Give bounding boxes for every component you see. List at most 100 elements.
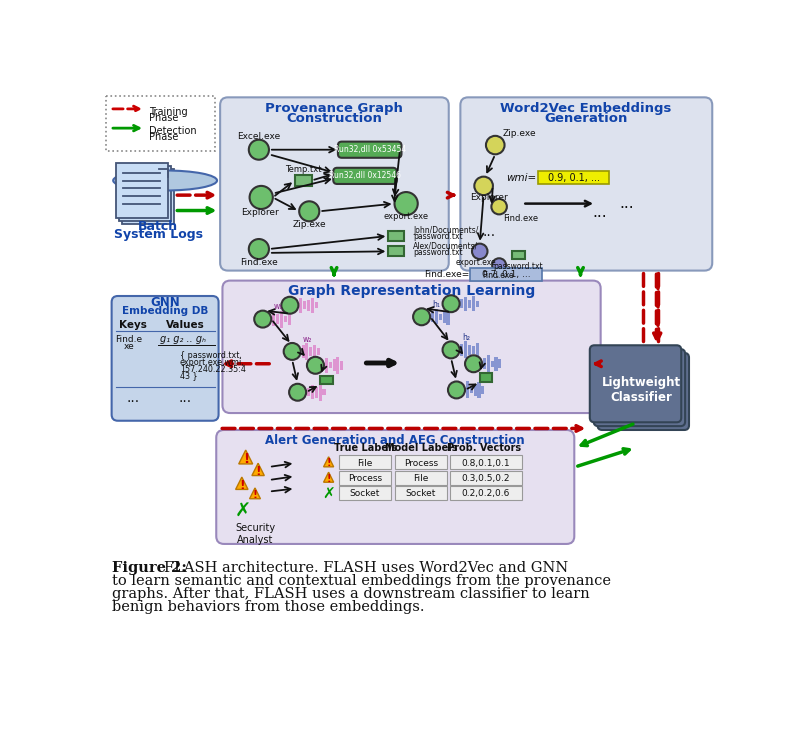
Circle shape bbox=[474, 176, 493, 195]
Bar bbox=[388, 247, 404, 256]
Text: Prob. Vectors: Prob. Vectors bbox=[446, 444, 521, 453]
Circle shape bbox=[486, 136, 505, 155]
Text: ...: ... bbox=[178, 391, 192, 405]
Circle shape bbox=[465, 356, 482, 372]
Bar bbox=[483, 359, 486, 369]
Text: 0.2,0.2,0.6: 0.2,0.2,0.6 bbox=[462, 489, 510, 498]
Text: 0.8,0.1,0.1: 0.8,0.1,0.1 bbox=[462, 459, 510, 468]
Bar bbox=[115, 163, 168, 218]
Bar bbox=[486, 356, 490, 372]
Text: Keys: Keys bbox=[119, 320, 147, 330]
Text: xe: xe bbox=[123, 342, 134, 351]
Text: Excel.exe: Excel.exe bbox=[238, 132, 281, 141]
Text: Security
Analyst: Security Analyst bbox=[235, 523, 275, 545]
Bar bbox=[468, 345, 471, 355]
Text: True Labels: True Labels bbox=[334, 444, 398, 453]
Text: 0.7, 0.1, ...: 0.7, 0.1, ... bbox=[482, 270, 530, 279]
Text: Run32,dll 0x53454: Run32,dll 0x53454 bbox=[334, 145, 406, 154]
Text: g₁ g₂ .. gₕ: g₁ g₂ .. gₕ bbox=[160, 334, 206, 344]
Bar bbox=[431, 311, 434, 322]
Text: ...: ... bbox=[593, 205, 607, 220]
Bar bbox=[314, 302, 318, 309]
FancyBboxPatch shape bbox=[216, 430, 574, 544]
Text: ✗: ✗ bbox=[322, 486, 335, 501]
Bar bbox=[306, 343, 309, 360]
Text: ✗: ✗ bbox=[235, 502, 251, 521]
Bar bbox=[307, 300, 310, 311]
Bar bbox=[482, 386, 485, 394]
Bar bbox=[438, 314, 442, 320]
Bar bbox=[340, 361, 343, 370]
Text: ...: ... bbox=[126, 391, 140, 405]
Bar bbox=[494, 357, 498, 371]
Text: !: ! bbox=[239, 479, 245, 492]
Text: Zip.exe: Zip.exe bbox=[503, 129, 537, 138]
Circle shape bbox=[250, 186, 273, 209]
Bar bbox=[450, 471, 522, 485]
Text: Training: Training bbox=[149, 107, 187, 117]
Text: Detection: Detection bbox=[149, 125, 197, 136]
Bar bbox=[287, 313, 290, 325]
Text: Lightweight
Classifier: Lightweight Classifier bbox=[602, 376, 682, 404]
Circle shape bbox=[284, 343, 301, 360]
Text: !: ! bbox=[255, 465, 261, 478]
Circle shape bbox=[448, 382, 465, 398]
Text: export.exe: export.exe bbox=[383, 212, 429, 221]
Circle shape bbox=[394, 192, 418, 215]
Bar bbox=[276, 314, 279, 323]
FancyBboxPatch shape bbox=[594, 349, 685, 426]
Circle shape bbox=[307, 357, 324, 374]
Bar bbox=[476, 343, 479, 357]
Bar bbox=[442, 311, 446, 323]
Text: export.exe: export.exe bbox=[455, 258, 496, 267]
Text: !: ! bbox=[253, 490, 258, 500]
Bar bbox=[460, 299, 463, 309]
Bar bbox=[435, 309, 438, 324]
Text: Explorer: Explorer bbox=[241, 208, 278, 217]
Bar bbox=[394, 471, 447, 485]
Bar bbox=[317, 347, 320, 356]
Text: Process: Process bbox=[348, 474, 382, 483]
Text: password.txt: password.txt bbox=[494, 262, 543, 271]
Text: 0.3,0.5,0.2: 0.3,0.5,0.2 bbox=[462, 474, 510, 483]
Bar bbox=[333, 359, 336, 371]
Text: Generation: Generation bbox=[544, 111, 628, 125]
Text: !: ! bbox=[326, 459, 331, 468]
Text: File: File bbox=[358, 459, 373, 468]
Bar bbox=[464, 297, 467, 311]
Bar bbox=[464, 341, 467, 359]
Text: benign behaviors from those embeddings.: benign behaviors from those embeddings. bbox=[112, 600, 424, 614]
Text: Socket: Socket bbox=[406, 489, 436, 498]
Text: Find.exe: Find.exe bbox=[503, 214, 538, 223]
Bar bbox=[450, 456, 522, 469]
Bar bbox=[470, 268, 542, 281]
Text: export.exe,wmi,: export.exe,wmi, bbox=[180, 358, 245, 367]
Text: 43 }: 43 } bbox=[180, 371, 198, 380]
Text: Find.exe: Find.exe bbox=[240, 258, 278, 267]
Bar bbox=[272, 312, 275, 326]
Circle shape bbox=[472, 244, 487, 259]
FancyBboxPatch shape bbox=[460, 97, 712, 270]
Circle shape bbox=[282, 297, 298, 314]
Bar bbox=[450, 486, 522, 500]
Circle shape bbox=[491, 199, 507, 214]
Ellipse shape bbox=[113, 170, 217, 190]
Circle shape bbox=[289, 384, 306, 400]
FancyBboxPatch shape bbox=[334, 168, 397, 184]
Text: Run32,dll 0x12546: Run32,dll 0x12546 bbox=[329, 171, 401, 180]
Text: !: ! bbox=[326, 474, 331, 484]
Bar bbox=[303, 301, 306, 309]
Bar bbox=[490, 361, 494, 367]
Bar bbox=[498, 359, 502, 368]
Text: { password.txt,: { password.txt, bbox=[180, 351, 242, 360]
Text: ...: ... bbox=[482, 225, 496, 239]
Bar bbox=[310, 385, 314, 399]
Text: Figure 2:: Figure 2: bbox=[112, 561, 186, 575]
Polygon shape bbox=[323, 457, 334, 467]
Bar bbox=[338, 456, 391, 469]
Bar bbox=[538, 171, 609, 185]
Text: Alex/Documents/: Alex/Documents/ bbox=[413, 241, 478, 250]
Text: Process: Process bbox=[404, 459, 438, 468]
Bar bbox=[294, 176, 311, 185]
Polygon shape bbox=[323, 472, 334, 483]
